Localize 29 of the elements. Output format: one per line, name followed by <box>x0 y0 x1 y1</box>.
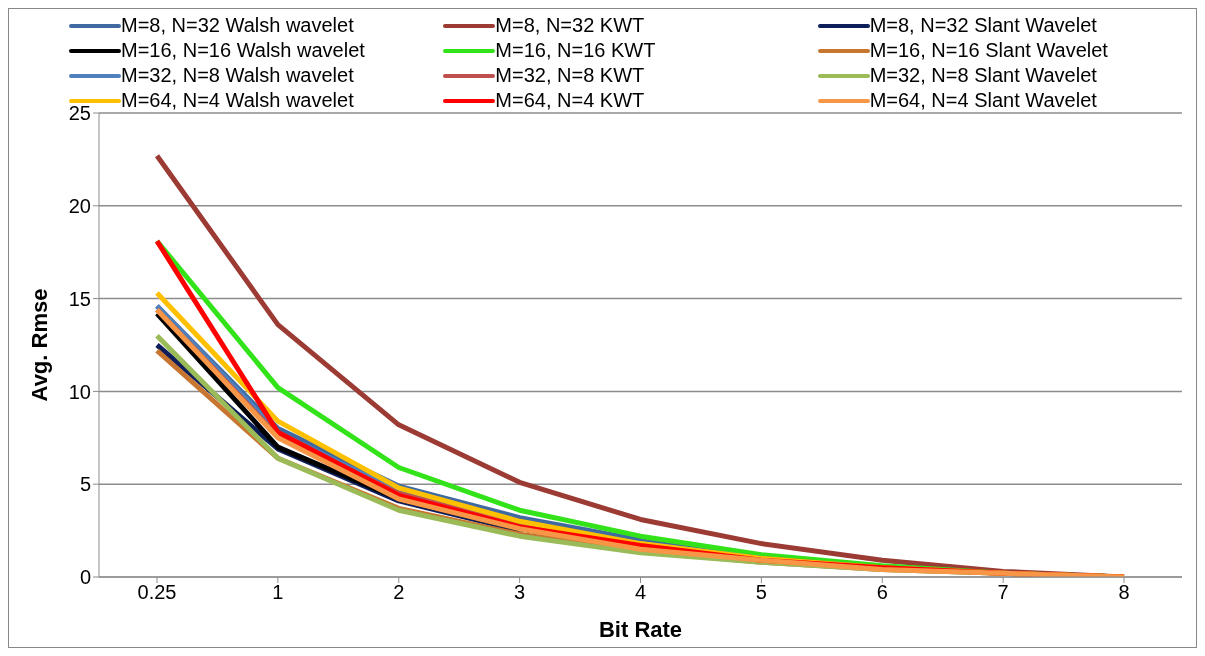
legend-label: M=32, N=8 Walsh wavelet <box>121 64 354 87</box>
y-tick-label: 15 <box>68 287 91 310</box>
legend-label: M=8, N=32 Slant Wavelet <box>869 14 1097 37</box>
y-tick-label: 5 <box>79 473 91 496</box>
legend-label: M=16, N=16 Slant Wavelet <box>869 39 1108 62</box>
x-tick-label: 7 <box>997 581 1009 604</box>
x-tick-label: 6 <box>876 581 888 604</box>
legend-label: M=32, N=8 Slant Wavelet <box>869 64 1097 87</box>
y-axis-title: Avg. Rmse <box>26 288 52 402</box>
y-tick-label: 25 <box>68 102 91 125</box>
legend-label: M=8, N=32 Walsh wavelet <box>121 14 354 37</box>
x-axis-title: Bit Rate <box>598 617 683 642</box>
legend-label: M=16, N=16 KWT <box>495 39 656 62</box>
x-tick-label: 3 <box>514 581 526 604</box>
legend-label: M=16, N=16 Walsh wavelet <box>121 39 365 62</box>
legend-label: M=8, N=32 KWT <box>495 14 645 37</box>
x-tick-label: 0.25 <box>137 581 177 604</box>
y-tick-label: 0 <box>79 566 91 589</box>
x-tick-label: 4 <box>634 581 647 604</box>
x-tick-label: 1 <box>272 581 284 604</box>
x-tick-label: 2 <box>393 581 405 604</box>
x-tick-label: 8 <box>1118 581 1130 604</box>
legend-label: M=64, N=4 KWT <box>495 89 645 112</box>
x-tick-label: 5 <box>755 581 767 604</box>
legend-label: M=64, N=4 Walsh wavelet <box>121 89 354 112</box>
y-tick-label: 10 <box>68 380 91 403</box>
legend-label: M=32, N=8 KWT <box>495 64 645 87</box>
y-tick-label: 20 <box>68 194 91 217</box>
legend-label: M=64, N=4 Slant Wavelet <box>869 89 1097 112</box>
